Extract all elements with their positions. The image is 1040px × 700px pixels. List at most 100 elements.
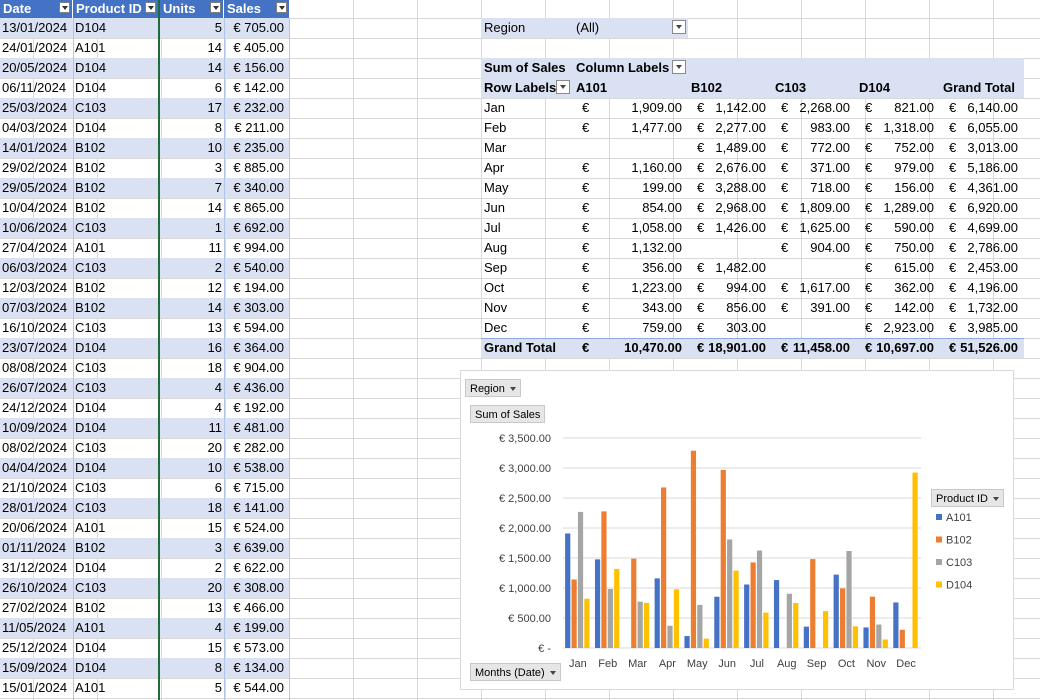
pivot-row-label[interactable]: Mar	[484, 140, 507, 155]
table-row[interactable]: 06/03/2024 C103 2 € 540.00	[0, 258, 290, 278]
table-cell[interactable]: 08/08/2024	[2, 360, 68, 375]
table-cell[interactable]: € 692.00	[233, 220, 284, 235]
table-cell[interactable]: 11/05/2024	[2, 620, 67, 635]
table-cell[interactable]: D104	[75, 460, 107, 475]
pivot-value-cell[interactable]: 759.00	[642, 320, 682, 335]
table-cell[interactable]: € 540.00	[233, 260, 284, 275]
table-cell[interactable]: 10	[207, 460, 222, 475]
table-cell[interactable]: 29/05/2024	[2, 180, 68, 195]
pivot-value-cell[interactable]: 371.00	[810, 160, 850, 175]
filter-dropdown-icon[interactable]	[210, 2, 221, 13]
table-cell[interactable]: 18	[207, 360, 222, 375]
table-row[interactable]: 28/01/2024 C103 18 € 141.00	[0, 498, 290, 518]
pivot-value-cell[interactable]: 362.00	[894, 280, 934, 295]
table-cell[interactable]: D104	[75, 80, 107, 95]
table-cell[interactable]: € 436.00	[233, 380, 284, 395]
pivot-value-cell[interactable]: 2,923.00	[883, 320, 934, 335]
table-row[interactable]: 24/12/2024 D104 4 € 192.00	[0, 398, 290, 418]
table-cell[interactable]: 20	[207, 580, 222, 595]
table-cell[interactable]: 23/07/2024	[2, 340, 68, 355]
table-cell[interactable]: 5	[214, 680, 222, 695]
region-filter-button[interactable]: Region	[465, 379, 521, 397]
table-cell[interactable]: D104	[75, 400, 107, 415]
pivot-row-label[interactable]: Jan	[484, 100, 505, 115]
table-cell[interactable]: 21/10/2024	[2, 480, 68, 495]
pivot-row-label[interactable]: Nov	[484, 300, 508, 315]
table-cell[interactable]: 24/12/2024	[2, 400, 68, 415]
column-header[interactable]: Date	[0, 0, 73, 18]
pivot-row-label[interactable]: Aug	[484, 240, 508, 255]
table-cell[interactable]: 31/12/2024	[2, 560, 68, 575]
table-cell[interactable]: 12/03/2024	[2, 280, 68, 295]
table-cell[interactable]: € 639.00	[233, 540, 284, 555]
pivot-value-cell[interactable]: 994.00	[726, 280, 766, 295]
table-cell[interactable]: 2	[214, 560, 222, 575]
table-cell[interactable]: C103	[75, 220, 107, 235]
pivot-value-cell[interactable]: 1,625.00	[799, 220, 850, 235]
pivot-value-cell[interactable]: 1,482.00	[715, 260, 766, 275]
table-cell[interactable]: 26/07/2024	[2, 380, 68, 395]
pivot-value-cell[interactable]: 6,140.00	[967, 100, 1018, 115]
table-cell[interactable]: 12	[207, 280, 222, 295]
table-cell[interactable]: 10	[207, 140, 222, 155]
table-cell[interactable]: B102	[75, 180, 106, 195]
table-cell[interactable]: € 466.00	[233, 600, 284, 615]
pivot-row-label[interactable]: Dec	[484, 320, 508, 335]
table-row[interactable]: 11/05/2024 A101 4 € 199.00	[0, 618, 290, 638]
table-row[interactable]: 04/03/2024 D104 8 € 211.00	[0, 118, 290, 138]
table-row[interactable]: 27/04/2024 A101 11 € 994.00	[0, 238, 290, 258]
table-cell[interactable]: 16	[207, 340, 222, 355]
table-cell[interactable]: B102	[75, 280, 106, 295]
table-cell[interactable]: 06/11/2024	[2, 80, 67, 95]
table-row[interactable]: 20/06/2024 A101 15 € 524.00	[0, 518, 290, 538]
table-row[interactable]: 26/07/2024 C103 4 € 436.00	[0, 378, 290, 398]
table-cell[interactable]: € 544.00	[233, 680, 284, 695]
pivot-row-label[interactable]: Apr	[484, 160, 505, 175]
table-cell[interactable]: 15/09/2024	[2, 660, 68, 675]
table-cell[interactable]: 8	[214, 660, 222, 675]
table-cell[interactable]: 13	[207, 600, 222, 615]
table-cell[interactable]: € 524.00	[233, 520, 284, 535]
table-cell[interactable]: C103	[75, 100, 107, 115]
table-row[interactable]: 15/09/2024 D104 8 € 134.00	[0, 658, 290, 678]
table-cell[interactable]: D104	[75, 420, 107, 435]
table-cell[interactable]: 29/02/2024	[2, 160, 68, 175]
table-row[interactable]: 25/12/2024 D104 15 € 573.00	[0, 638, 290, 658]
pivot-value-cell[interactable]: 3,288.00	[715, 180, 766, 195]
pivot-column-header[interactable]: A101	[576, 80, 608, 95]
table-cell[interactable]: B102	[75, 600, 106, 615]
table-cell[interactable]: € 232.00	[233, 100, 284, 115]
pivot-value-cell[interactable]: 1,477.00	[631, 120, 682, 135]
table-row[interactable]: 10/06/2024 C103 1 € 692.00	[0, 218, 290, 238]
pivot-value-cell[interactable]: 199.00	[642, 180, 682, 195]
pivot-value-cell[interactable]: 1,426.00	[715, 220, 766, 235]
table-cell[interactable]: B102	[75, 540, 106, 555]
table-cell[interactable]: € 303.00	[233, 300, 284, 315]
table-cell[interactable]: A101	[75, 680, 106, 695]
table-row[interactable]: 24/01/2024 A101 14 € 405.00	[0, 38, 290, 58]
row-labels-dropdown-icon[interactable]	[556, 80, 570, 94]
table-cell[interactable]: A101	[75, 240, 106, 255]
pivot-value-cell[interactable]: 2,277.00	[715, 120, 766, 135]
table-cell[interactable]: 28/01/2024	[2, 500, 68, 515]
table-row[interactable]: 16/10/2024 C103 13 € 594.00	[0, 318, 290, 338]
table-cell[interactable]: € 705.00	[233, 20, 284, 35]
pivot-value-cell[interactable]: 356.00	[642, 260, 682, 275]
table-cell[interactable]: 25/03/2024	[2, 100, 68, 115]
table-cell[interactable]: D104	[75, 20, 107, 35]
table-cell[interactable]: 20	[207, 440, 222, 455]
table-cell[interactable]: € 885.00	[233, 160, 284, 175]
table-cell[interactable]: A101	[75, 620, 106, 635]
table-cell[interactable]: B102	[75, 200, 106, 215]
table-cell[interactable]: 27/04/2024	[2, 240, 68, 255]
table-row[interactable]: 20/05/2024 D104 14 € 156.00	[0, 58, 290, 78]
pivot-value-cell[interactable]: 1,160.00	[631, 160, 682, 175]
table-cell[interactable]: € 594.00	[233, 320, 284, 335]
table-cell[interactable]: B102	[75, 160, 106, 175]
table-row[interactable]: 29/02/2024 B102 3 € 885.00	[0, 158, 290, 178]
table-cell[interactable]: 7	[214, 180, 222, 195]
table-cell[interactable]: 15	[207, 640, 222, 655]
table-cell[interactable]: 10/04/2024	[2, 200, 68, 215]
table-cell[interactable]: 1	[214, 220, 222, 235]
pivot-value-cell[interactable]: 1,809.00	[799, 200, 850, 215]
